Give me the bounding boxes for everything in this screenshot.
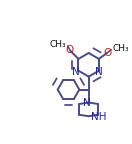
Text: CH₃: CH₃	[50, 40, 67, 49]
Text: O: O	[103, 48, 112, 58]
Text: NH: NH	[91, 112, 107, 122]
Text: O: O	[66, 45, 74, 55]
Text: CH₃: CH₃	[113, 44, 129, 53]
Text: N: N	[72, 67, 80, 77]
Text: N: N	[83, 98, 90, 108]
Text: N: N	[95, 67, 103, 77]
